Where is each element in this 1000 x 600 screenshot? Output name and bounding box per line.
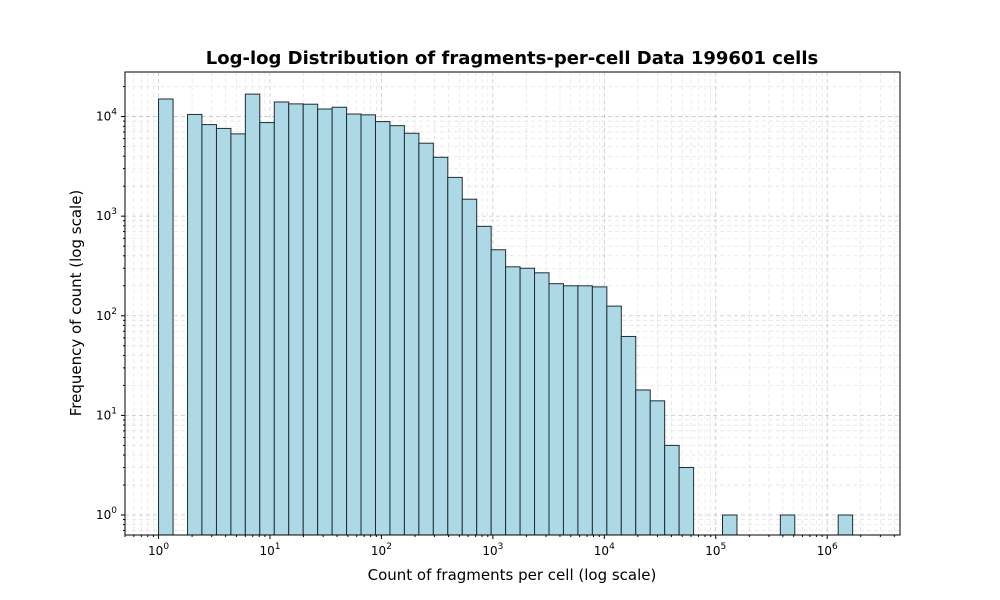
y-axis-label: Frequency of count (log scale) <box>67 190 85 417</box>
histogram-bar <box>591 286 608 536</box>
chart-title: Log-log Distribution of fragments-per-ce… <box>206 48 818 69</box>
histogram-bar <box>577 285 593 536</box>
histogram-bar <box>490 249 507 536</box>
histogram-bar <box>288 103 304 536</box>
histogram-bars <box>158 93 854 536</box>
histogram-bar <box>374 121 391 536</box>
histogram-bar <box>346 113 362 536</box>
x-axis-ticks: 100 101 102 103 104 105 106 <box>124 535 895 558</box>
histogram-bar <box>403 132 420 536</box>
y-tick-label: 101 <box>96 406 117 422</box>
x-tick-label: 102 <box>371 542 392 558</box>
histogram-bar <box>722 514 738 536</box>
x-tick-label: 106 <box>817 542 838 558</box>
y-tick-label: 104 <box>96 108 117 124</box>
histogram-bar <box>649 400 666 536</box>
x-tick-label: 100 <box>148 542 169 558</box>
y-tick-label: 100 <box>96 506 117 522</box>
histogram-bar <box>418 142 434 536</box>
histogram-bar <box>215 127 232 536</box>
histogram-bar <box>606 305 622 536</box>
histogram-bar <box>331 106 348 536</box>
histogram-bar <box>548 283 564 536</box>
x-tick-label: 101 <box>259 542 280 558</box>
y-tick-label: 103 <box>96 207 117 223</box>
x-tick-label: 104 <box>594 542 615 558</box>
histogram-bar <box>779 514 796 536</box>
histogram-bar <box>201 124 217 536</box>
histogram-bar <box>620 335 637 536</box>
histogram-bar <box>259 122 275 536</box>
histogram-bar <box>664 444 680 536</box>
histogram-bar <box>837 514 854 536</box>
x-axis-label: Count of fragments per cell (log scale) <box>368 566 657 584</box>
histogram-bar <box>635 389 651 536</box>
histogram-bar <box>505 266 521 536</box>
plot-frame <box>124 71 901 536</box>
histogram-bar <box>273 101 290 536</box>
histogram-bar <box>244 93 261 536</box>
histogram-bar <box>519 267 536 536</box>
histogram-bar <box>158 98 174 536</box>
histogram-bar <box>461 198 478 536</box>
histogram-bar <box>432 156 449 536</box>
y-axis-ticks: 100 101 102 103 104 <box>96 86 125 531</box>
histogram-bar <box>389 125 405 536</box>
histogram-bar <box>187 113 203 536</box>
histogram-bar <box>476 225 492 536</box>
x-tick-label: 105 <box>705 542 726 558</box>
histogram-bar <box>302 103 319 536</box>
histogram-bar <box>360 114 376 536</box>
y-tick-label: 102 <box>96 307 117 323</box>
histogram-bar <box>317 108 333 536</box>
x-tick-label: 103 <box>482 542 503 558</box>
histogram-bar <box>562 285 579 536</box>
histogram-bar <box>230 133 246 536</box>
histogram-bar <box>534 272 550 536</box>
histogram-bar <box>678 466 695 536</box>
histogram-bar <box>447 176 463 536</box>
